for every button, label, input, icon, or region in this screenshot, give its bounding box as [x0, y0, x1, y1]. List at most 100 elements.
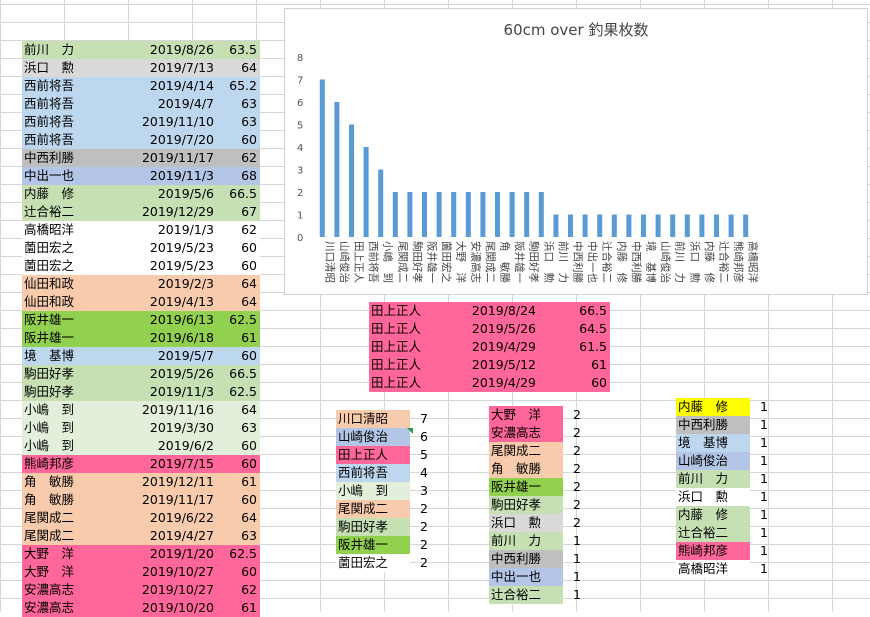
table-row[interactable]: 駒田好孝 2	[489, 496, 585, 514]
angler-name: 安濃高志	[24, 600, 75, 615]
x-tick-label: 浜口 勲	[542, 241, 555, 283]
angler-name: 大野 洋	[24, 546, 75, 561]
table-row[interactable]: 山崎俊治 1	[676, 452, 772, 470]
y-tick-label: 3	[297, 166, 303, 177]
x-tick-label: 辻合裕二	[718, 241, 731, 283]
table-row[interactable]: 西前将吾 2019/4/14 65.2	[22, 77, 260, 95]
table-row[interactable]: 田上正人 2019/4/29 60	[369, 374, 610, 392]
table-row[interactable]: 駒田好孝 2	[336, 518, 432, 536]
x-tick-label: 内藤 修	[615, 241, 628, 283]
table-row[interactable]: 西前将吾 4	[336, 464, 432, 482]
catch-count: 1	[760, 453, 768, 468]
table-row[interactable]: 内藤 修 1	[676, 506, 772, 524]
catch-size-cm: 60	[241, 258, 257, 273]
catch-count: 2	[420, 537, 428, 552]
catch-date: 2019/5/12	[471, 357, 536, 372]
table-row[interactable]: 安濃高志 2019/10/20 61	[22, 599, 260, 617]
table-row[interactable]: 小嶋 到 2019/11/16 64	[22, 401, 260, 419]
chart-bar	[743, 214, 749, 237]
table-row[interactable]: 前川 力 1	[676, 470, 772, 488]
table-row[interactable]: 大野 洋 2	[489, 406, 585, 424]
chart-bar	[407, 192, 413, 237]
catch-count: 1	[760, 561, 768, 576]
table-row[interactable]: 境 基博 1	[676, 434, 772, 452]
table-row[interactable]: 西前将吾 2019/7/20 60	[22, 131, 260, 149]
table-row[interactable]: 尾関成二 2019/4/27 63	[22, 527, 260, 545]
table-row[interactable]: 田上正人 2019/5/26 64.5	[369, 320, 610, 338]
table-row[interactable]: 阪井雄一 2	[336, 536, 432, 554]
x-tick-label: 内藤 修	[703, 241, 716, 283]
table-row[interactable]: 浜口 勲 1	[676, 488, 772, 506]
angler-name: 山崎俊治	[336, 428, 410, 446]
table-row[interactable]: 安濃高志 2	[489, 424, 585, 442]
catch-count: 1	[760, 435, 768, 450]
table-row[interactable]: 大野 洋 2019/10/27 60	[22, 563, 260, 581]
table-row[interactable]: 西前将吾 2019/4/7 63	[22, 95, 260, 113]
angler-name: 前川 力	[24, 42, 75, 57]
table-row[interactable]: 境 基博 2019/5/7 60	[22, 347, 260, 365]
table-row[interactable]: 薗田宏之 2019/5/23 60	[22, 257, 260, 275]
y-tick-label: 7	[297, 76, 303, 87]
catch-count-chart[interactable]: 60cm over 釣果枚数 0 1 2 3 4 5 6 7 8 川口清昭 山崎俊治 田上正人 西前将吾…	[284, 8, 868, 295]
table-row[interactable]: 中西利勝 1	[489, 550, 585, 568]
table-row[interactable]: 尾関成二 2	[336, 500, 432, 518]
table-row[interactable]: 中出一也 1	[489, 568, 585, 586]
table-row[interactable]: 尾関成二 2019/6/22 64	[22, 509, 260, 527]
catch-count: 1	[573, 551, 581, 566]
table-row[interactable]: 阪井雄一 2019/6/18 61	[22, 329, 260, 347]
table-row[interactable]: 浜口 勲 2	[489, 514, 585, 532]
table-row[interactable]: 浜口 勲 2019/7/13 64	[22, 59, 260, 77]
table-row[interactable]: 西前将吾 2019/11/10 63	[22, 113, 260, 131]
catch-date: 2019/12/29	[141, 204, 214, 219]
table-row[interactable]: 角 敏勝 2019/11/17 60	[22, 491, 260, 509]
table-row[interactable]: 熊崎邦彦 2019/7/15 60	[22, 455, 260, 473]
catch-size-cm: 61	[591, 357, 607, 372]
table-row[interactable]: 内藤 修 1	[676, 398, 772, 416]
table-row[interactable]: 大野 洋 2019/1/20 62.5	[22, 545, 260, 563]
table-row[interactable]: 田上正人 2019/5/12 61	[369, 356, 610, 374]
table-row[interactable]: 小嶋 到 2019/6/2 60	[22, 437, 260, 455]
table-row[interactable]: 小嶋 到 2019/3/30 63	[22, 419, 260, 437]
table-row[interactable]: 田上正人 5	[336, 446, 432, 464]
angler-name: 熊崎邦彦	[676, 542, 750, 560]
catch-date: 2019/8/24	[471, 303, 536, 318]
table-row[interactable]: 仙田和政 2019/2/3 64	[22, 275, 260, 293]
table-row[interactable]: 安濃高志 2019/10/27 62	[22, 581, 260, 599]
chart-bar	[378, 169, 384, 237]
table-row[interactable]: 尾関成二 2	[489, 442, 585, 460]
table-row[interactable]: 中西利勝 1	[676, 416, 772, 434]
table-row[interactable]: 田上正人 2019/8/24 66.5	[369, 302, 610, 320]
table-row[interactable]: 角 敏勝 2	[489, 460, 585, 478]
table-row[interactable]: 中西利勝 2019/11/17 62	[22, 149, 260, 167]
x-tick-label: 前川 力	[557, 241, 570, 283]
table-row[interactable]: 駒田好孝 2019/11/3 62.5	[22, 383, 260, 401]
table-row[interactable]: 阪井雄一 2	[489, 478, 585, 496]
catch-size-cm: 63	[241, 528, 257, 543]
catch-size-cm: 64	[241, 294, 257, 309]
table-row[interactable]: 小嶋 到 3	[336, 482, 432, 500]
table-row[interactable]: 川口清昭 7	[336, 410, 432, 428]
angler-name: 西前将吾	[336, 464, 410, 482]
angler-name: 仙田和政	[24, 276, 75, 291]
table-row[interactable]: 内藤 修 2019/5/6 66.5	[22, 185, 260, 203]
chart-bar	[568, 214, 573, 237]
table-row[interactable]: 前川 力 1	[489, 532, 585, 550]
table-row[interactable]: 高橋昭洋 1	[676, 560, 772, 578]
table-row[interactable]: 仙田和政 2019/4/13 64	[22, 293, 260, 311]
table-row[interactable]: 辻合裕二 1	[676, 524, 772, 542]
table-row[interactable]: 辻合裕二 1	[489, 586, 585, 604]
table-row[interactable]: 田上正人 2019/4/29 61.5	[369, 338, 610, 356]
angler-name: 西前将吾	[24, 96, 75, 111]
table-row[interactable]: 薗田宏之 2	[336, 554, 432, 572]
table-row[interactable]: 熊崎邦彦 1	[676, 542, 772, 560]
table-row[interactable]: 角 敏勝 2019/12/11 61	[22, 473, 260, 491]
table-row[interactable]: 辻合裕二 2019/12/29 67	[22, 203, 260, 221]
table-row[interactable]: 阪井雄一 2019/6/13 62.5	[22, 311, 260, 329]
table-row[interactable]: 中出一也 2019/11/3 68	[22, 167, 260, 185]
table-row[interactable]: 山崎俊治 6	[336, 428, 432, 446]
table-row[interactable]: 前川 力 2019/8/26 63.5	[22, 41, 260, 59]
table-row[interactable]: 高橋昭洋 2019/1/3 62	[22, 221, 260, 239]
table-row[interactable]: 薗田宏之 2019/5/23 60	[22, 239, 260, 257]
angler-name: 西前将吾	[24, 114, 75, 129]
table-row[interactable]: 駒田好孝 2019/5/26 66.5	[22, 365, 260, 383]
